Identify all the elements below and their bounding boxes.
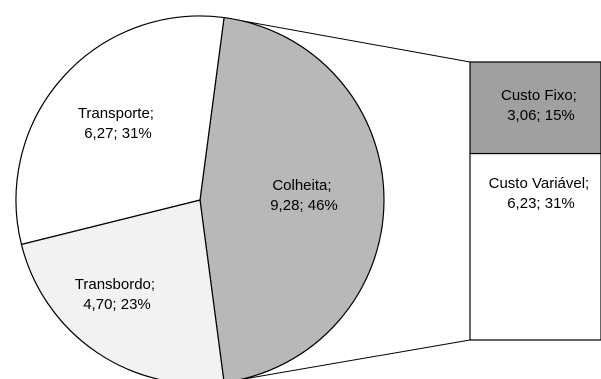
connector-line-bottom [240,339,471,379]
bar-label-custo-fixo: Custo Fixo; 3,06; 15% [501,87,581,124]
slice-label-colheita: Colheita; 9,28; 46% [270,177,338,214]
pie [15,15,385,379]
pie-slice-transporte [15,15,225,246]
stacked-bar [469,61,601,341]
connector-lines [223,17,471,379]
bar-segment-custo-variavel [469,152,601,341]
bar-segment-custo-fixo [469,61,601,155]
pie-slice-transbordo [20,199,225,379]
slice-label-transporte: Transporte; 6,27; 31% [78,105,158,142]
pie-slice-colheita [199,16,385,379]
bar-label-custo-variavel: Custo Variável; 6,23; 31% [489,175,594,212]
connector-line-top [223,17,471,63]
slice-label-transbordo: Transbordo; 4,70; 23% [75,276,160,313]
